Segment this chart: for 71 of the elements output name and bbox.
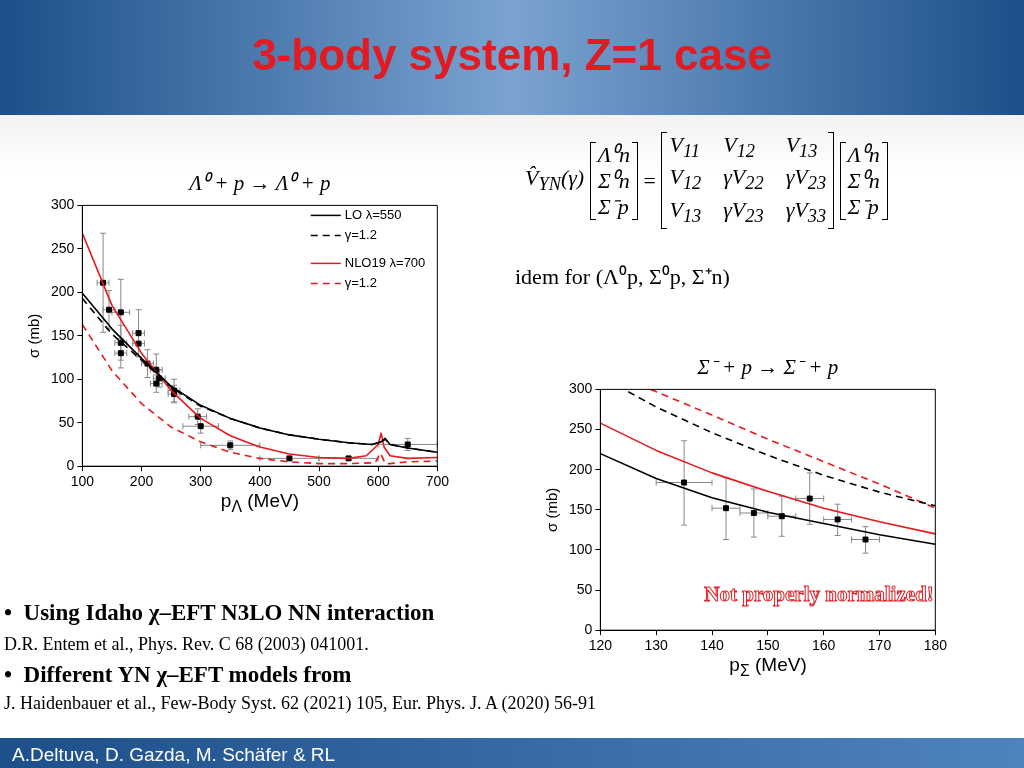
- text: A.Deltuva, D. Gazda, M. Schäfer & RL: [12, 744, 336, 766]
- x-tick-label: 600: [366, 473, 391, 490]
- x-tick-label: 160: [811, 637, 836, 654]
- point: [834, 516, 841, 523]
- y-tick-label: 100: [569, 540, 593, 557]
- y-tick-label: 200: [51, 283, 75, 300]
- text: Σ⁻p: [597, 193, 630, 220]
- y-tick-label: 150: [51, 326, 75, 343]
- x-axis-title: p$_{Λ}$ (MeV): [220, 490, 299, 516]
- text: V$_{12}$: [723, 132, 756, 164]
- text: V̂$_{YN}$(γ): [525, 165, 585, 195]
- y-tick-label: 100: [51, 370, 75, 387]
- text: γV$_{23}$: [723, 196, 764, 229]
- y-tick-label: 50: [576, 580, 593, 597]
- x-tick-label: 300: [189, 473, 213, 490]
- y-axis-title: σ (mb): [25, 313, 43, 358]
- point: [722, 505, 729, 512]
- text: γV$_{33}$: [785, 196, 827, 229]
- text: 3-body system, Z=1 case: [251, 30, 773, 80]
- text: Σ⁰n: [597, 167, 630, 194]
- legend-label: NLO19 λ=700: [344, 254, 426, 270]
- text: Σ⁰n: [847, 167, 880, 194]
- x-tick-label: 120: [588, 637, 613, 654]
- x-tick-label: 170: [867, 637, 892, 654]
- text: V$_{12}$: [669, 164, 702, 196]
- x-tick-label: 180: [923, 637, 948, 654]
- y-tick-label: 200: [569, 460, 593, 477]
- y-tick-label: 50: [58, 413, 75, 430]
- point: [806, 495, 813, 502]
- x-tick-label: 700: [425, 473, 450, 490]
- chart-title: Λ⁰ + p → Λ⁰ + p: [189, 170, 331, 196]
- y-axis-title: σ (mb): [543, 487, 561, 532]
- text: V$_{13}$: [669, 196, 702, 229]
- text: V$_{13}$: [785, 132, 819, 164]
- x-tick-label: 140: [700, 637, 724, 654]
- y-tick-label: 250: [51, 239, 75, 256]
- annotation: Not properly normalized!: [704, 582, 934, 608]
- text: =: [643, 167, 656, 193]
- point: [862, 536, 869, 543]
- legend-label: LO λ=550: [344, 206, 402, 222]
- point: [117, 350, 124, 357]
- text: Λ⁰n: [597, 141, 630, 168]
- text: γV$_{23}$: [785, 164, 827, 196]
- x-tick-label: 200: [129, 473, 154, 490]
- text: D.R. Entem et al., Phys. Rev. C 68 (2003) 041001.: [4, 634, 369, 655]
- x-axis-title: p$_{Σ}$ (MeV): [729, 654, 807, 680]
- text: γV$_{22}$: [723, 164, 764, 196]
- x-tick-label: 150: [756, 637, 780, 654]
- y-tick-label: 0: [66, 457, 75, 474]
- text: idem for (Λ⁰p, Σ⁰p, Σ⁺n): [515, 263, 730, 290]
- point: [404, 441, 411, 448]
- chart-title: Σ⁻ + p → Σ⁻ + p: [697, 354, 839, 380]
- x-tick-label: 500: [307, 473, 331, 490]
- text: Σ⁻p: [847, 193, 880, 220]
- legend-label: γ=1.2: [344, 226, 377, 242]
- y-tick-label: 150: [569, 500, 593, 517]
- x-tick-label: 400: [248, 473, 272, 490]
- text: J. Haidenbauer et al., Few-Body Syst. 62 (2021) 105, Eur. Phys. J. A (2020) 56-91: [4, 693, 596, 714]
- legend-label: γ=1.2: [344, 274, 377, 290]
- point: [750, 510, 757, 516]
- point: [681, 479, 688, 486]
- y-tick-label: 300: [51, 196, 75, 213]
- text: • Different YN χ–EFT models from: [4, 662, 352, 688]
- y-tick-label: 250: [569, 420, 593, 437]
- text: V$_{11}$: [669, 132, 701, 164]
- y-tick-label: 300: [569, 380, 593, 397]
- text: Λ⁰n: [847, 141, 880, 168]
- text: • Using Idaho χ–EFT N3LO NN interaction: [4, 600, 435, 626]
- y-tick-label: 0: [584, 621, 593, 638]
- x-tick-label: 130: [644, 637, 669, 654]
- x-tick-label: 100: [70, 473, 95, 490]
